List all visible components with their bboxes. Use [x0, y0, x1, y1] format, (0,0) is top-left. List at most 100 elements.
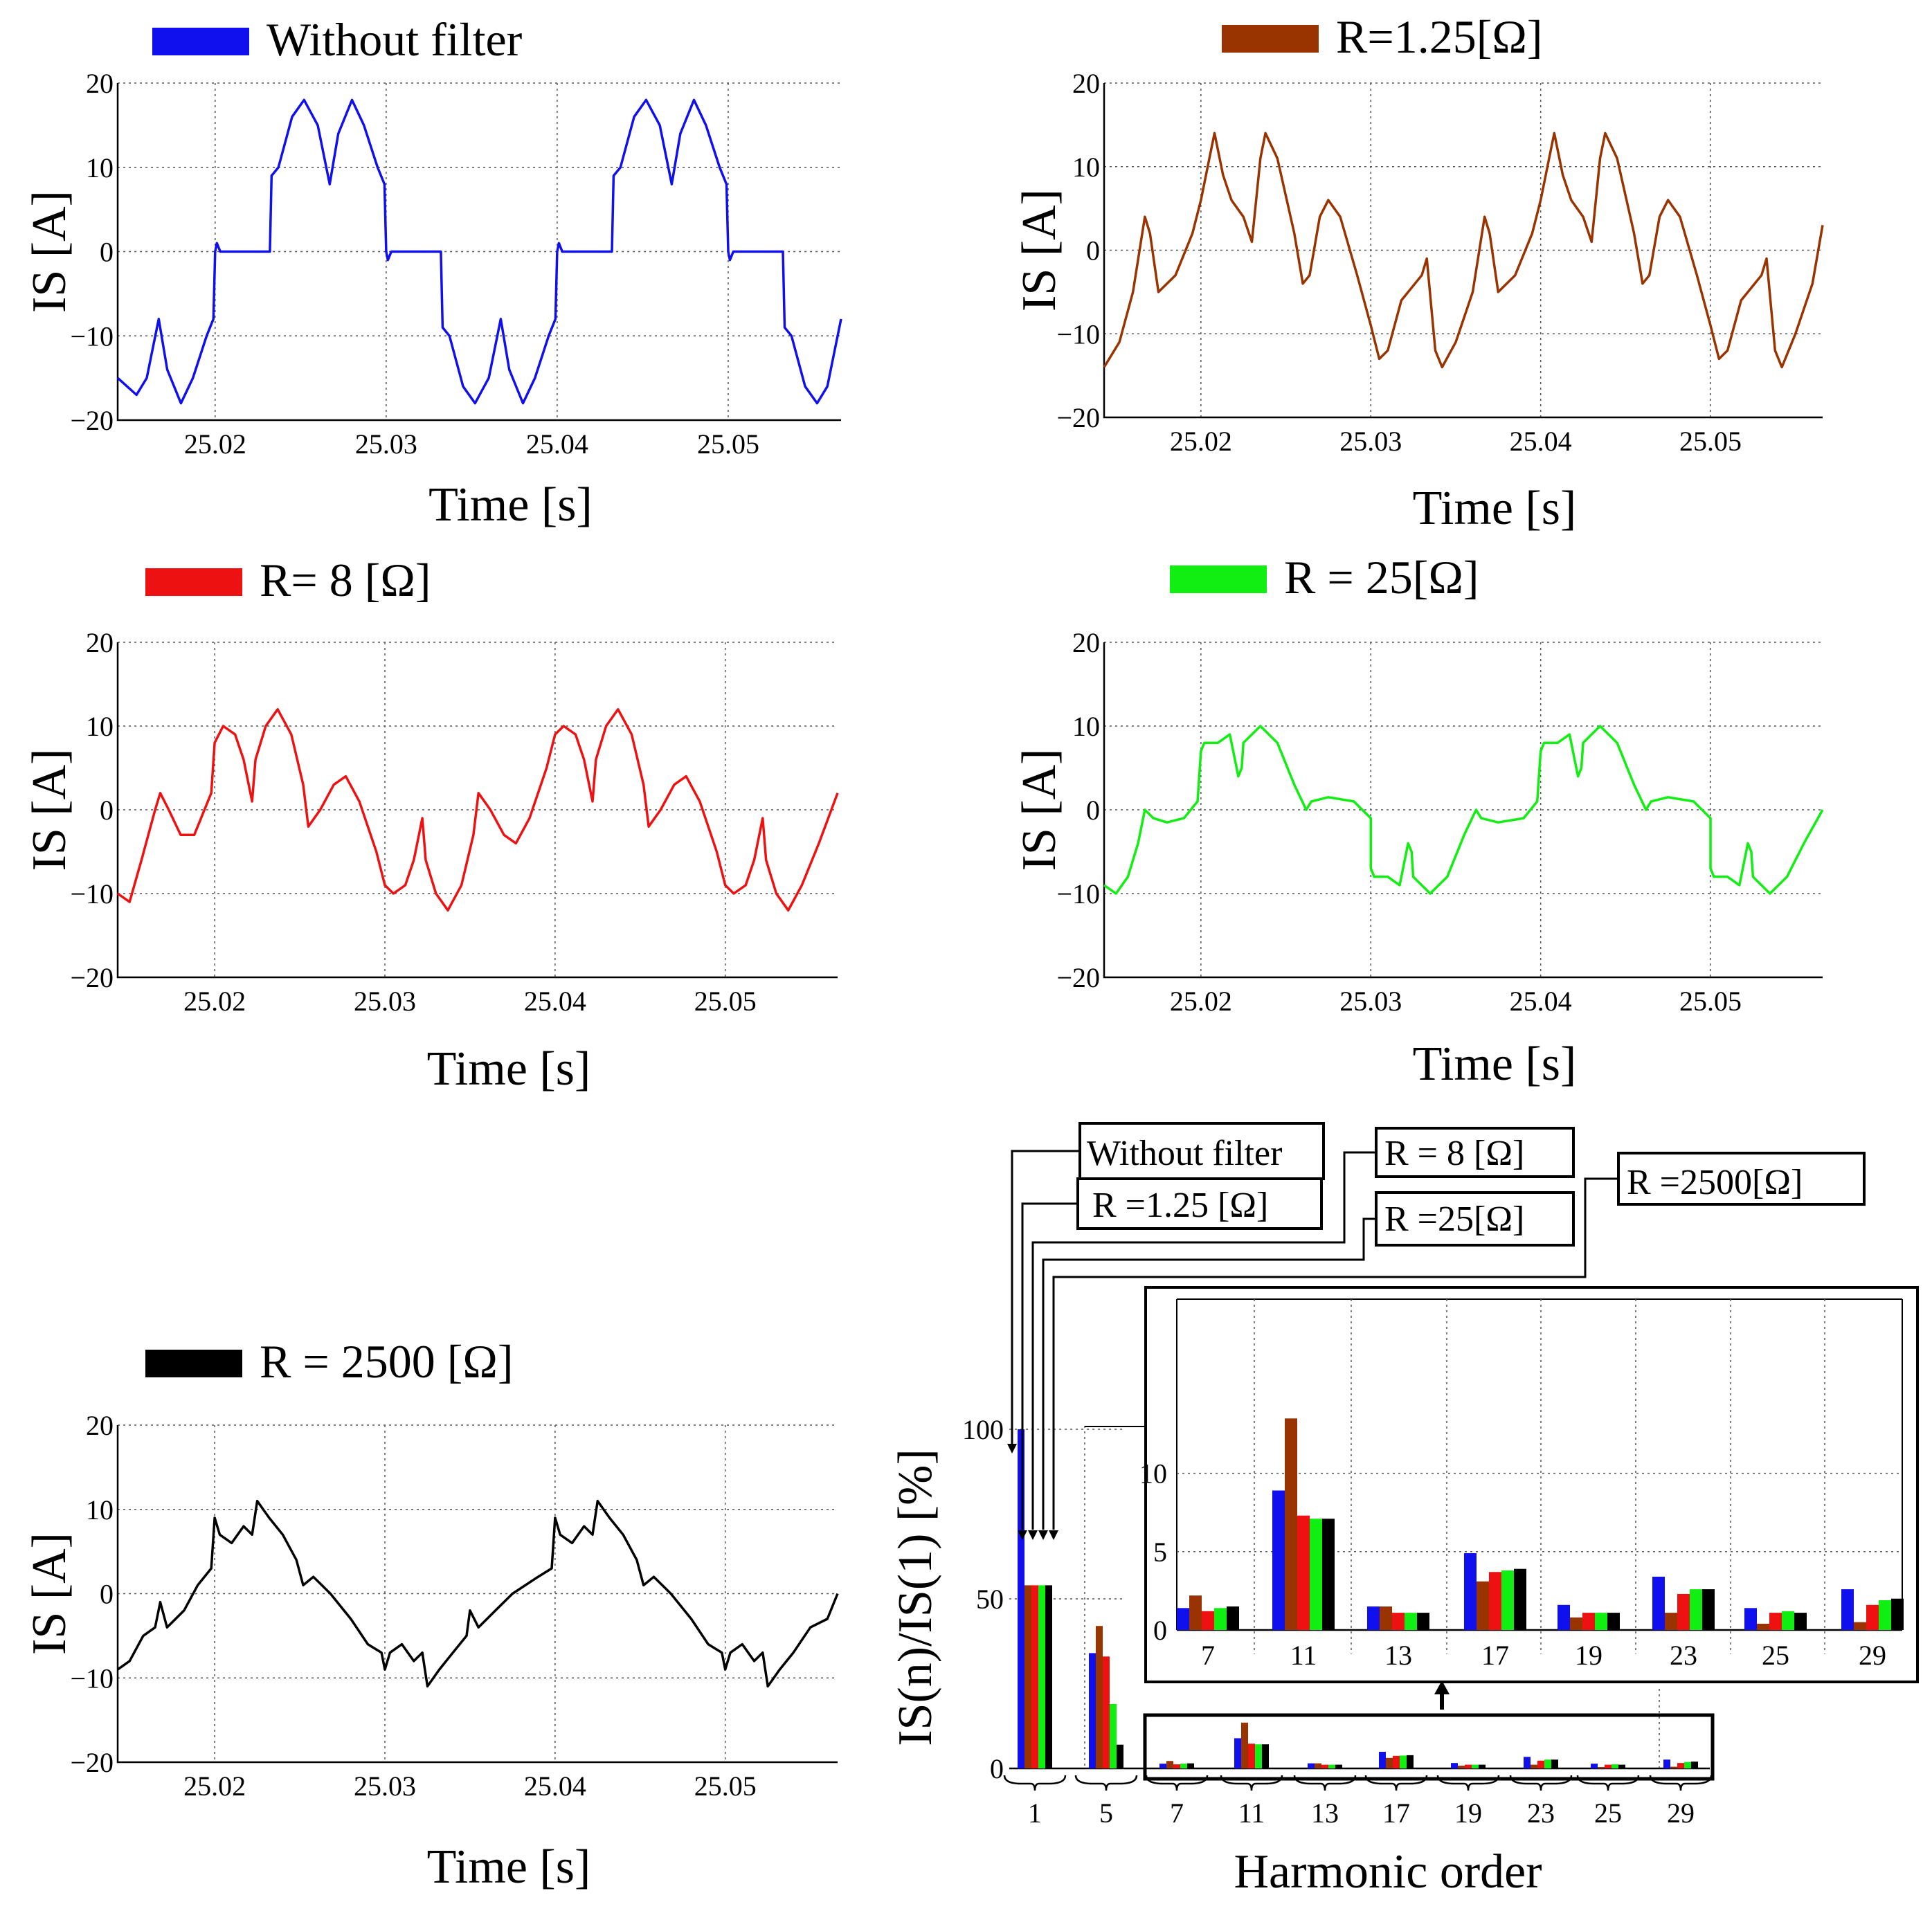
y-axis-label: IS [A]	[23, 1532, 76, 1655]
inset-bar-r-25--h23	[1690, 1589, 1702, 1630]
zoom-region-box	[1143, 1713, 1715, 1781]
bar-without-filter-h29	[1663, 1759, 1670, 1768]
category-brace	[1649, 1775, 1713, 1791]
inset-bar-r-25--h11	[1310, 1519, 1322, 1630]
x-tick-label: 25.02	[1170, 986, 1232, 1017]
x-axis-label: Harmonic order	[1234, 1845, 1542, 1899]
bar-r-2500--h25	[1618, 1764, 1625, 1768]
bar-without-filter-h1	[1018, 1429, 1024, 1768]
y-tick-label: 0	[100, 237, 114, 268]
bar-without-filter-h13	[1308, 1763, 1315, 1768]
legend-label: R = 2500 [Ω]	[260, 1335, 514, 1388]
bar-r-2500--h13	[1335, 1764, 1342, 1768]
legend-swatch	[145, 568, 242, 596]
label-connector	[1052, 1177, 1618, 1530]
x-axis-label: Time [s]	[1413, 1038, 1577, 1091]
inset-bar-without-filter-h11	[1272, 1490, 1285, 1630]
y-tick-label: 10	[1072, 152, 1100, 183]
bar-r-25--h25	[1611, 1764, 1618, 1768]
legend-swatch	[145, 1350, 242, 1377]
connector-arrowhead	[1049, 1530, 1058, 1540]
series-line-r-8	[116, 708, 839, 912]
x-tick-label: 25.04	[526, 428, 588, 460]
y-tick-label: 20	[86, 1410, 114, 1441]
y-tick-label: 0	[1086, 235, 1100, 266]
inset-y-tick-label: 10	[1139, 1458, 1167, 1489]
bar-r-1-25--h1	[1024, 1585, 1031, 1768]
y-tick-label: 10	[86, 711, 114, 742]
x-tick-label: 29	[1667, 1797, 1695, 1829]
bar-r-8--h19	[1465, 1764, 1472, 1768]
time-chart-r-8: 25.02 25.03 25.04 25.05 20 10 0 −10 −20 Time [s] I…	[23, 554, 839, 1096]
series-line-r-25	[1103, 725, 1824, 895]
time-chart-without-filter: 25.02 25.03 25.04 25.05 20 10 0 −10 −20 Time [s] I…	[23, 13, 842, 532]
bar-r-2500--h1	[1045, 1585, 1052, 1768]
bar-r-1-25--h17	[1386, 1757, 1393, 1768]
inset-x-tick-label: 11	[1290, 1640, 1317, 1671]
y-tick-label: 100	[962, 1414, 1004, 1445]
category-brace	[1003, 1775, 1067, 1791]
y-tick-label: −10	[1056, 878, 1100, 909]
bar-r-8--h7	[1173, 1764, 1180, 1768]
zoom-arrow-head	[1434, 1681, 1450, 1694]
label-connector	[1011, 1150, 1080, 1447]
inset-x-tick-label: 7	[1201, 1640, 1215, 1671]
inset-bar-without-filter-h29	[1841, 1589, 1854, 1630]
x-tick-label: 25.05	[694, 1770, 757, 1802]
inset-bar-without-filter-h13	[1367, 1606, 1380, 1630]
label-connector	[1042, 1217, 1376, 1530]
inset-bar-r-2500--h17	[1514, 1568, 1526, 1630]
x-tick-label: 25.02	[183, 986, 246, 1017]
inset-bar-r-2500--h13	[1417, 1613, 1429, 1630]
x-tick-label: 25.05	[697, 428, 759, 460]
y-tick-label: −20	[1056, 962, 1100, 993]
inset-x-tick-label: 25	[1762, 1640, 1789, 1671]
bar-r-1-25--h7	[1166, 1761, 1173, 1768]
y-tick-label: 10	[86, 1494, 114, 1525]
bar-without-filter-h5	[1089, 1653, 1096, 1768]
bar-r-25--h19	[1472, 1764, 1479, 1768]
category-brace	[1436, 1775, 1500, 1791]
y-tick-label: −10	[70, 878, 114, 909]
y-tick-label: 10	[1072, 711, 1100, 742]
y-tick-label: 0	[100, 1579, 114, 1610]
label-box-r_8	[1375, 1127, 1575, 1178]
label-connector	[1031, 1151, 1376, 1530]
inset-bar-r-25--h7	[1214, 1608, 1227, 1630]
category-brace	[1074, 1775, 1138, 1791]
axis-spine	[116, 1425, 838, 1764]
bar-without-filter-h11	[1234, 1738, 1241, 1768]
label-text-r_8: R = 8 [Ω]	[1384, 1134, 1524, 1173]
bar-r-25--h7	[1180, 1764, 1187, 1768]
connector-arrowhead	[1038, 1530, 1048, 1540]
y-tick-label: −20	[70, 1747, 114, 1778]
series-line-r-2500	[116, 1499, 839, 1688]
x-tick-label: 25.03	[355, 428, 417, 460]
inset-bar-without-filter-h17	[1464, 1553, 1477, 1630]
inset-x-tick-label: 23	[1670, 1640, 1697, 1671]
bar-r-2500--h7	[1187, 1763, 1194, 1768]
inset-bar-r-2500--h23	[1702, 1589, 1715, 1630]
bar-r-8--h5	[1103, 1656, 1110, 1768]
bar-r-25--h29	[1684, 1761, 1691, 1768]
bar-r-25--h11	[1255, 1744, 1262, 1768]
inset-bar-without-filter-h19	[1558, 1604, 1570, 1630]
y-tick-label: −20	[1056, 402, 1100, 433]
x-tick-label: 25.04	[1510, 426, 1572, 457]
inset-x-tick-label: 13	[1384, 1640, 1412, 1671]
legend-label: R=1.25[Ω]	[1336, 10, 1543, 63]
bar-r-1-25--h13	[1315, 1763, 1321, 1768]
inset-bar-r-2500--h19	[1607, 1613, 1620, 1630]
inset-bar-r-8--h13	[1392, 1613, 1405, 1630]
legend-swatch	[1170, 565, 1267, 593]
y-tick-label: −20	[70, 405, 114, 436]
axis-spine	[1103, 642, 1823, 979]
y-axis-label: IS [A]	[23, 749, 76, 871]
inset-bar-r-1-25--h29	[1854, 1622, 1866, 1630]
bar-r-2500--h23	[1551, 1759, 1558, 1768]
category-brace	[1509, 1775, 1573, 1791]
inset-bar-r-1-25--h11	[1285, 1418, 1297, 1630]
y-tick-label: 20	[1072, 68, 1100, 99]
